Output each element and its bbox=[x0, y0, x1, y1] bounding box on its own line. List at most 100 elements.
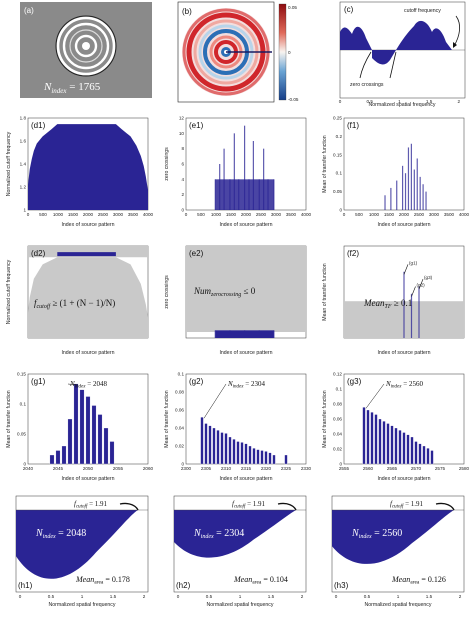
bar bbox=[236, 441, 240, 465]
negative-area bbox=[16, 510, 138, 579]
x-tick-label: 0 bbox=[339, 99, 342, 104]
bar bbox=[413, 169, 415, 210]
x-tick-label: 0 bbox=[177, 594, 180, 599]
bar bbox=[264, 451, 268, 465]
panel-f1: (f1) 0 500 1000 1500 2000 2500 3000 3500 4000 0 0.0… bbox=[318, 112, 470, 237]
panel-e2: (e2) Index of source pattern zero crossing… bbox=[160, 240, 312, 365]
bar bbox=[403, 271, 405, 338]
x-tick-label: 0 bbox=[335, 594, 338, 599]
x-tick-label: 2500 bbox=[256, 212, 267, 217]
panel-label: (f2) bbox=[347, 249, 359, 258]
bar bbox=[284, 454, 288, 465]
x-tick-label: 0 bbox=[19, 594, 22, 599]
bar bbox=[228, 436, 232, 465]
negative-area bbox=[332, 510, 454, 564]
x-axis-label: Index of source pattern bbox=[61, 222, 114, 228]
cutoff-arrow bbox=[277, 502, 297, 511]
panel-label: (d1) bbox=[31, 121, 46, 130]
x-axis-label: Index of source pattern bbox=[61, 350, 114, 356]
y-tick-label: 0.02 bbox=[175, 444, 184, 449]
pointer-arrow bbox=[411, 286, 416, 297]
x-axis-label: Index of source pattern bbox=[377, 476, 430, 482]
x-tick-label: 2050 bbox=[83, 466, 94, 471]
bar bbox=[384, 195, 386, 210]
panel-label: (f1) bbox=[347, 121, 359, 130]
bar bbox=[233, 133, 235, 210]
x-tick-label: 1500 bbox=[226, 212, 237, 217]
bar-mass bbox=[215, 330, 274, 338]
x-axis-label: Index of source pattern bbox=[61, 476, 114, 482]
mean-area-annotation: Meanarea = 0.178 bbox=[75, 575, 130, 586]
x-tick-label: 2000 bbox=[83, 212, 94, 217]
x-tick-label: 0.5 bbox=[206, 594, 213, 599]
pointer-arrow bbox=[403, 264, 409, 275]
x-tick-label: 2040 bbox=[23, 466, 34, 471]
panel-label: (d2) bbox=[31, 249, 46, 258]
cutoff-area bbox=[57, 252, 116, 257]
y-tick-label: 0 bbox=[339, 462, 342, 467]
cutoff-arrow bbox=[435, 502, 455, 511]
bar bbox=[410, 293, 413, 338]
chart-e1: (e1) 0 500 1000 1500 2000 2500 3000 3500 4000 0 2 4 6… bbox=[164, 116, 312, 229]
colorbar-tick: 0 bbox=[288, 50, 291, 55]
cutoff-annotation: fcutoff = 1.91 bbox=[74, 500, 108, 510]
y-tick-label: 0.04 bbox=[333, 432, 342, 437]
y-axis-label: Normalized cutoff frequency bbox=[6, 259, 12, 324]
x-tick-label: 2320 bbox=[261, 466, 272, 471]
bar bbox=[419, 176, 421, 210]
cutoff-arrow bbox=[119, 502, 139, 511]
y-axis-label: Normalized cutoff frequency bbox=[6, 131, 12, 196]
x-tick-label: 2300 bbox=[181, 466, 192, 471]
x-tick-label: 2560 bbox=[363, 466, 374, 471]
x-tick-label: 4000 bbox=[143, 212, 154, 217]
bar bbox=[386, 423, 390, 465]
mean-tf-formula: MeanTF ≥ 0.1 bbox=[363, 298, 412, 310]
bar bbox=[109, 441, 115, 465]
x-tick-label: 2045 bbox=[53, 466, 64, 471]
chart-g1: (g1) 2040 2045 2050 2055 2060 0 0.05 0.1 0.15 Inde… bbox=[6, 372, 154, 483]
chart-g3: (g3) 2555 2560 2565 2570 2575 2580 0 0.02 0.04 0.0… bbox=[322, 372, 470, 483]
x-axis-label: Normalized spatial frequency bbox=[207, 602, 274, 608]
x-tick-label: 2 bbox=[459, 594, 462, 599]
bar bbox=[410, 143, 412, 210]
n-index-annotation: Nindex = 2560 bbox=[385, 380, 423, 390]
bar bbox=[401, 165, 404, 210]
panel-e1: (e1) 0 500 1000 1500 2000 2500 3000 3500 4000 0 2 4 6… bbox=[160, 112, 312, 237]
bar bbox=[85, 396, 91, 465]
negative-area bbox=[174, 510, 296, 558]
bar bbox=[390, 187, 392, 210]
x-tick-label: 500 bbox=[197, 212, 205, 217]
cutoff-formula: fcutoff ≥ (1 + (N − 1)/N) bbox=[34, 298, 115, 310]
bar bbox=[55, 450, 61, 465]
bar bbox=[67, 418, 73, 465]
bar bbox=[73, 383, 79, 465]
panel-g1: (g1) 2040 2045 2050 2055 2060 0 0.05 0.1 0.15 Inde… bbox=[2, 368, 154, 491]
transfer-function-curve: (c) cutoff frequency zero crossings 0 0.5… bbox=[339, 1, 466, 108]
y-tick-label: 0.1 bbox=[336, 387, 343, 392]
panel-label: (g3) bbox=[347, 377, 362, 386]
y-tick-label: 0.06 bbox=[175, 408, 184, 413]
panel-d1: (d1) 0 500 1000 1500 2000 2500 3000 3500 4000 1 1.2… bbox=[2, 112, 154, 237]
bar bbox=[79, 389, 85, 465]
y-axis-label: zero crossings bbox=[164, 147, 170, 181]
bar bbox=[426, 448, 430, 465]
x-tick-label: 1000 bbox=[369, 212, 380, 217]
n-index-annotation: Nindex = 2304 bbox=[193, 528, 244, 540]
x-tick-label: 3500 bbox=[444, 212, 455, 217]
panel-h3: fcutoff = 1.91 Nindex = 2560 Meanarea = 0.… bbox=[318, 492, 470, 617]
x-tick-label: 4000 bbox=[301, 212, 312, 217]
x-tick-label: 3000 bbox=[429, 212, 440, 217]
bar bbox=[396, 180, 398, 210]
transfer-curve-area bbox=[340, 20, 452, 65]
y-tick-label: 0.05 bbox=[333, 189, 342, 194]
y-axis-label: zero crossings bbox=[164, 275, 170, 309]
n-index-annotation: Nindex = 2048 bbox=[35, 528, 86, 540]
y-axis-label: Mean of transfer function bbox=[6, 390, 12, 447]
transfer-area-plot: fcutoff = 1.91 Nindex = 2048 Meanarea = 0.… bbox=[15, 495, 149, 608]
x-tick-label: 2570 bbox=[411, 466, 422, 471]
bar bbox=[232, 439, 236, 465]
bar bbox=[216, 430, 220, 465]
cutoff-annotation: cutoff frequency bbox=[404, 8, 441, 14]
bar bbox=[390, 425, 394, 465]
y-tick-label: 0.08 bbox=[175, 390, 184, 395]
